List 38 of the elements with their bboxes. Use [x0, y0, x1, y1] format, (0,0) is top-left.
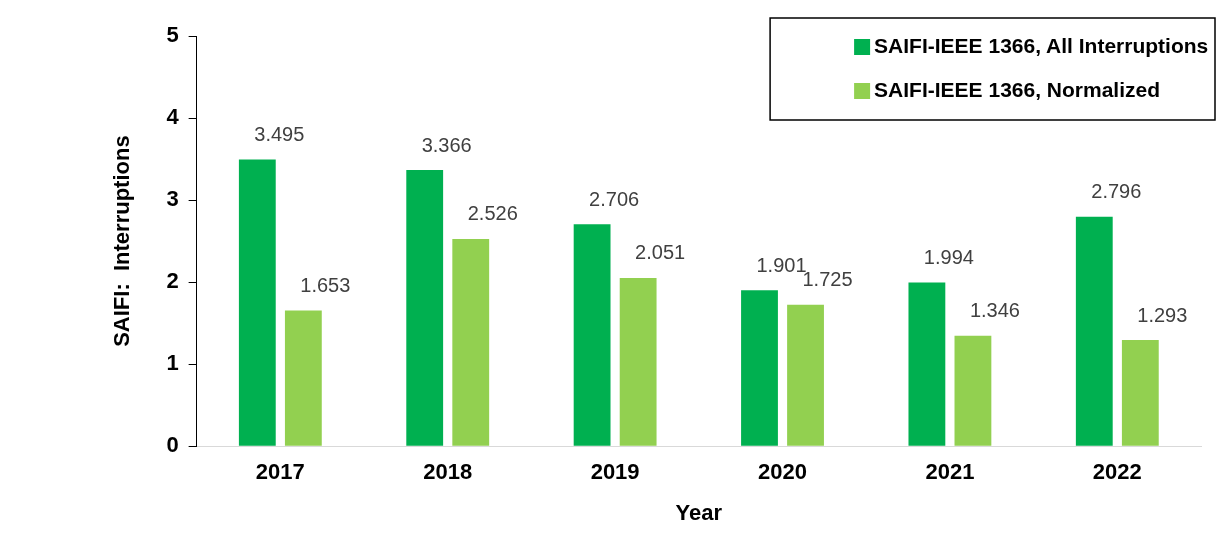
legend-label: SAIFI-IEEE 1366, All Interruptions	[874, 33, 1209, 57]
x-axis-title: Year	[675, 499, 723, 525]
x-tick-label: 2018	[423, 459, 473, 485]
bar	[452, 238, 490, 446]
y-axis-title: SAIFI: Interruptions	[109, 135, 135, 347]
data-label: 2.796	[1091, 180, 1142, 203]
bar	[908, 282, 946, 446]
bar	[406, 170, 444, 446]
x-tick-label: 2019	[590, 459, 640, 485]
data-label: 1.653	[300, 274, 351, 297]
data-label: 1.293	[1137, 303, 1188, 326]
bar	[954, 335, 992, 446]
data-label: 2.706	[589, 187, 640, 210]
y-tick-label: 4	[166, 104, 180, 130]
y-tick-label: 2	[166, 268, 179, 294]
x-tick-label: 2020	[758, 459, 807, 485]
x-tick-label: 2021	[925, 459, 975, 485]
bar	[741, 290, 778, 446]
x-tick-label: 2022	[1092, 459, 1142, 485]
bar	[238, 159, 276, 446]
bar	[619, 277, 657, 446]
bar	[787, 304, 824, 446]
data-label: 2.051	[635, 241, 686, 264]
data-label: 3.495	[254, 122, 305, 145]
bar	[573, 224, 611, 446]
data-label: 1.346	[969, 299, 1020, 322]
data-label: 1.994	[923, 246, 974, 269]
bar	[284, 310, 322, 446]
bar	[1121, 340, 1159, 446]
y-tick-label: 3	[166, 186, 179, 212]
data-label: 2.526	[467, 202, 518, 225]
y-tick-label: 5	[166, 22, 179, 48]
x-tick-label: 2017	[255, 459, 305, 485]
y-tick-label: 0	[166, 432, 179, 458]
bar	[1075, 216, 1113, 446]
data-label: 3.366	[421, 133, 472, 156]
legend-label: SAIFI-IEEE 1366, Normalized	[874, 77, 1161, 101]
y-tick-label: 1	[166, 350, 179, 376]
